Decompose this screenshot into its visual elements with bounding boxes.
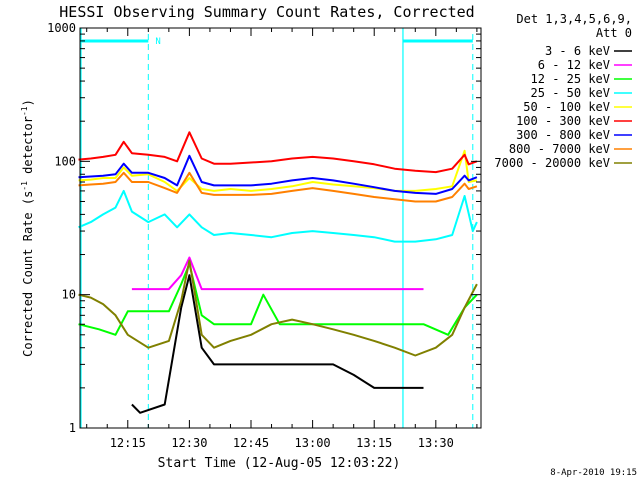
legend-label-5: 50 - 100 keV	[523, 100, 610, 114]
legend-title-line-1: Det 1,3,4,5,6,9,	[516, 12, 632, 26]
legend-label-8: 800 - 7000 keV	[509, 142, 610, 156]
x-tick-label: 12:15	[110, 436, 146, 450]
legend-label-1: 3 - 6 keV	[545, 44, 610, 58]
series-line-6	[78, 131, 478, 174]
y-axis-label: Corrected Count Rate (s-1 detector-1)	[20, 99, 35, 357]
footer-date: 8-Apr-2010 19:15	[550, 468, 637, 478]
series-line-8	[78, 171, 478, 203]
legend-label-9: 7000 - 20000 keV	[494, 156, 610, 170]
legend-label-6: 100 - 300 keV	[516, 114, 610, 128]
series-line-9	[78, 259, 478, 357]
plot-area: N	[78, 28, 478, 428]
y-tick-label: 1000	[47, 21, 76, 35]
x-axis-label: Start Time (12-Aug-05 12:03:22)	[158, 456, 401, 471]
x-tick-label: 12:45	[233, 436, 269, 450]
x-tick-label: 12:30	[171, 436, 207, 450]
plot-frame	[79, 27, 482, 429]
night-label: N	[155, 37, 160, 47]
x-tick-label: 13:00	[295, 436, 331, 450]
y-axis: 1 10 100 1000	[47, 21, 481, 435]
series-line-1	[131, 274, 424, 414]
x-tick-label: 13:15	[356, 436, 392, 450]
series-line-2	[131, 256, 424, 291]
y-tick-label: 1	[69, 421, 76, 435]
legend-label-2: 6 - 12 keV	[538, 58, 610, 72]
legend-label-3: 12 - 25 keV	[531, 72, 610, 86]
legend-title-line-2: Att 0	[596, 26, 632, 40]
x-axis: 12:15 12:30 12:45 13:00 13:15 13:30	[86, 28, 478, 450]
series-line-5	[78, 149, 478, 192]
legend-label-7: 300 - 800 keV	[516, 128, 610, 142]
series-line-4	[78, 189, 478, 243]
series-line-3	[78, 262, 478, 336]
x-tick-label: 13:30	[418, 436, 454, 450]
legend-label-4: 25 - 50 keV	[531, 86, 610, 100]
chart-title: HESSI Observing Summary Count Rates, Cor…	[59, 3, 474, 21]
y-tick-label: 10	[62, 288, 76, 302]
series-line-7	[78, 154, 478, 195]
y-tick-label: 100	[54, 154, 76, 168]
